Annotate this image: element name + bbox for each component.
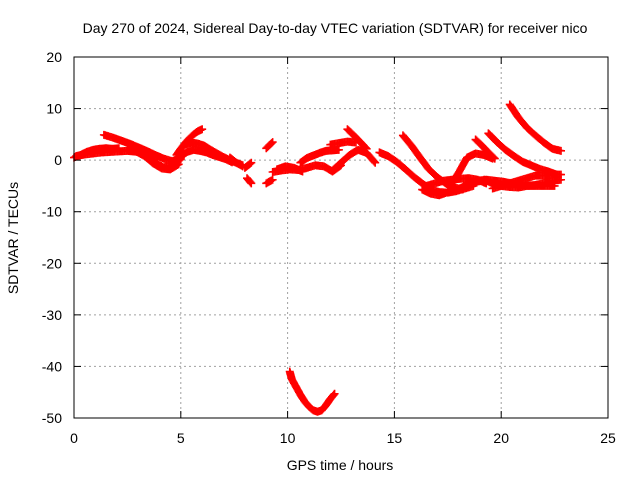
y-tick-label: 0 bbox=[54, 152, 62, 168]
x-tick-label: 10 bbox=[280, 430, 296, 446]
data-point bbox=[247, 179, 256, 188]
series-s4 bbox=[123, 145, 183, 174]
data-point bbox=[552, 170, 561, 179]
data-point bbox=[268, 175, 277, 184]
series-s16 bbox=[328, 145, 380, 175]
x-tick-label: 15 bbox=[387, 430, 403, 446]
plot-frame bbox=[73, 56, 609, 419]
data-point bbox=[198, 125, 207, 134]
x-tick-label: 5 bbox=[177, 430, 185, 446]
y-tick-label: -40 bbox=[42, 358, 62, 374]
data-point bbox=[298, 167, 307, 176]
y-tick-label: -10 bbox=[42, 204, 62, 220]
series-s28 bbox=[471, 135, 499, 163]
data-point-fill bbox=[267, 139, 276, 148]
series-s15 bbox=[296, 145, 343, 167]
series-s12 bbox=[262, 175, 277, 188]
grid-lines bbox=[74, 57, 608, 418]
x-tick-label: 20 bbox=[493, 430, 509, 446]
data-point-fill bbox=[489, 153, 498, 162]
series-s9 bbox=[240, 158, 256, 172]
series-s10 bbox=[243, 174, 256, 188]
data-point bbox=[330, 389, 339, 398]
data-point bbox=[334, 145, 343, 154]
series-s27 bbox=[488, 170, 566, 193]
series-s30 bbox=[505, 100, 566, 155]
y-axis-label: SDTVAR / TECUs bbox=[5, 182, 21, 294]
series-s19 bbox=[285, 367, 339, 416]
chart-title: Day 270 of 2024, Sidereal Day-to-day VTE… bbox=[83, 20, 588, 36]
axis-ticks: 0 5 10 15 20 25 -50 -40 -30 -20 -10 0 10 20 bbox=[42, 49, 616, 446]
data-point bbox=[247, 158, 256, 167]
data-point bbox=[371, 158, 380, 167]
y-tick-label: -20 bbox=[42, 255, 62, 271]
series-s29 bbox=[484, 129, 561, 179]
y-tick-label: -50 bbox=[42, 410, 62, 426]
x-tick-label: 25 bbox=[600, 430, 616, 446]
data-point-fill bbox=[246, 178, 255, 187]
data-point-fill bbox=[361, 143, 370, 152]
series-s24 bbox=[445, 149, 497, 190]
data-point-fill bbox=[370, 157, 379, 166]
y-tick-label: 20 bbox=[46, 49, 62, 65]
y-tick-label: -30 bbox=[42, 307, 62, 323]
series-s11 bbox=[262, 138, 277, 153]
data-point bbox=[490, 154, 499, 163]
series-s5 bbox=[172, 125, 207, 159]
y-tick-label: 10 bbox=[46, 101, 62, 117]
series-s14 bbox=[272, 162, 307, 176]
series-s17 bbox=[326, 137, 360, 149]
data-point bbox=[268, 138, 277, 147]
data-point-fill bbox=[246, 159, 255, 168]
data-point bbox=[362, 144, 371, 153]
x-tick-label: 0 bbox=[70, 430, 78, 446]
data-point-fill bbox=[329, 390, 338, 399]
data-point bbox=[557, 146, 566, 155]
series-s18 bbox=[343, 125, 371, 153]
x-axis-label: GPS time / hours bbox=[287, 457, 394, 473]
data-points bbox=[70, 100, 566, 416]
